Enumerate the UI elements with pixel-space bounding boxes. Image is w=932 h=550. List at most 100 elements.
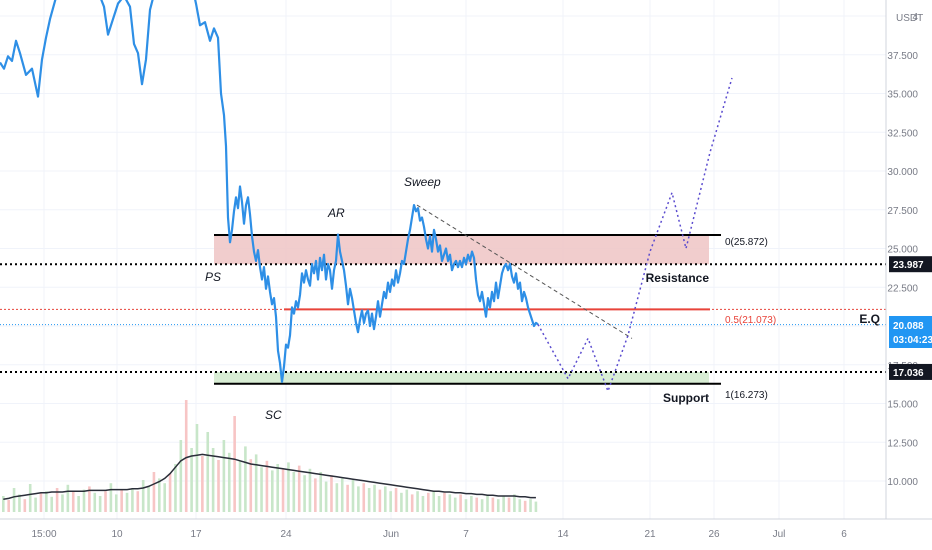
volume-bar	[217, 460, 220, 512]
volume-bar	[389, 491, 392, 512]
current-price-text: 20.088	[893, 321, 924, 332]
volume-bar	[464, 499, 468, 512]
y-tick-label: 12.500	[887, 438, 918, 449]
volume-bar	[416, 491, 419, 512]
volume-bar	[459, 494, 462, 512]
volume-bar	[71, 491, 75, 512]
volume-bar	[233, 416, 236, 512]
y-tick-label: 22.500	[887, 283, 918, 294]
volume-bar	[297, 465, 301, 512]
price-axis: 4 37.500 35.000 32.500 30.000 27.500 25.000 22.…	[885, 0, 932, 550]
x-tick-label: 17	[190, 529, 202, 540]
volume-bar	[109, 483, 113, 512]
volume-bar	[190, 448, 193, 512]
volume-bar	[45, 491, 48, 512]
resistance-label: Resistance	[646, 271, 710, 285]
resistance-zone	[214, 234, 709, 265]
volume-bar	[383, 486, 387, 512]
series-lines	[0, 0, 733, 394]
volume-bar	[77, 496, 80, 512]
y-tick-label: 10.000	[887, 477, 918, 488]
support-price-tag	[889, 363, 932, 380]
countdown-text: 03:04:23	[893, 335, 932, 346]
volume-bar	[400, 492, 403, 512]
annotation-sc: SC	[265, 408, 282, 422]
volume-bar	[470, 496, 473, 512]
volume-bar	[480, 499, 484, 512]
volume-bar	[98, 496, 102, 512]
volume-bar	[195, 424, 199, 512]
price-axis-bg	[886, 0, 932, 550]
volume-bar	[120, 489, 123, 512]
volume-bar	[405, 489, 409, 512]
volume-bar	[394, 488, 398, 512]
time-axis-bg	[0, 519, 932, 550]
volume-bar	[227, 452, 231, 512]
volume-bar	[276, 464, 279, 512]
y-tick-label: 30.000	[887, 167, 918, 178]
volume-bar	[367, 488, 371, 512]
volume-bar	[303, 475, 306, 512]
x-tick-label: 14	[557, 529, 569, 540]
volume-bar	[34, 497, 37, 512]
volume-bar	[507, 497, 511, 512]
x-tick-label: 21	[644, 529, 656, 540]
annotation-ar: AR	[327, 206, 345, 220]
volume-bar	[362, 483, 366, 512]
volume-bar	[2, 496, 5, 512]
y-tick-label: 37.500	[887, 51, 918, 62]
volume-bar	[529, 499, 532, 512]
volume-bar	[114, 494, 118, 512]
projection-path	[537, 77, 733, 394]
trendline	[416, 204, 633, 339]
volume-bar	[93, 492, 97, 512]
volume-bar	[222, 440, 226, 512]
volume-bar	[491, 497, 495, 512]
volume-bar	[260, 467, 263, 512]
x-tick-label: 24	[280, 529, 292, 540]
volume-bar	[66, 484, 70, 512]
volume-bar	[448, 494, 452, 512]
volume-bar	[281, 468, 285, 512]
volume-bar	[104, 491, 107, 512]
volume-bar	[534, 501, 538, 512]
y-tick-label: 35.000	[887, 90, 918, 101]
x-tick-label: Jul	[773, 529, 786, 540]
volume-bar	[158, 478, 161, 512]
volume-bar	[249, 459, 253, 512]
resistance-price-tag	[889, 256, 932, 273]
fib-0.5-label: 0.5(21.073)	[725, 315, 776, 326]
volume-bar	[184, 400, 188, 512]
volume-bar	[437, 496, 441, 512]
volume-bar	[7, 500, 10, 512]
volume-bar	[330, 475, 333, 512]
volume-bar	[410, 494, 414, 512]
y-tick-label: 32.500	[887, 128, 918, 139]
volume-bars	[2, 400, 538, 512]
volume-bar	[12, 488, 16, 512]
current-price-tag	[889, 316, 932, 348]
volume-bar	[244, 446, 247, 512]
volume-bar	[319, 472, 323, 512]
annotations: Sweep AR PS SC Resistance Support E.Q 0(25.872)…	[205, 175, 880, 422]
y-tick-label: 15.000	[887, 400, 918, 411]
volume-bar	[211, 448, 215, 512]
x-tick-label: 26	[708, 529, 720, 540]
volume-bar	[373, 484, 376, 512]
volume-bar	[357, 486, 360, 512]
volume-bar	[147, 486, 150, 512]
volume-bar	[346, 484, 349, 512]
volume-bar	[254, 454, 258, 512]
volume-bar	[523, 500, 527, 512]
volume-bar	[513, 494, 516, 512]
volume-bar	[163, 483, 166, 512]
volume-bar	[265, 460, 269, 512]
volume-bar	[201, 456, 204, 512]
volume-bar	[28, 484, 32, 512]
annotation-sweep: Sweep	[404, 175, 441, 189]
volume-bar	[88, 486, 91, 512]
x-tick-label: 15:00	[31, 529, 56, 540]
volume-bar	[55, 488, 59, 512]
price-zones	[0, 233, 886, 385]
